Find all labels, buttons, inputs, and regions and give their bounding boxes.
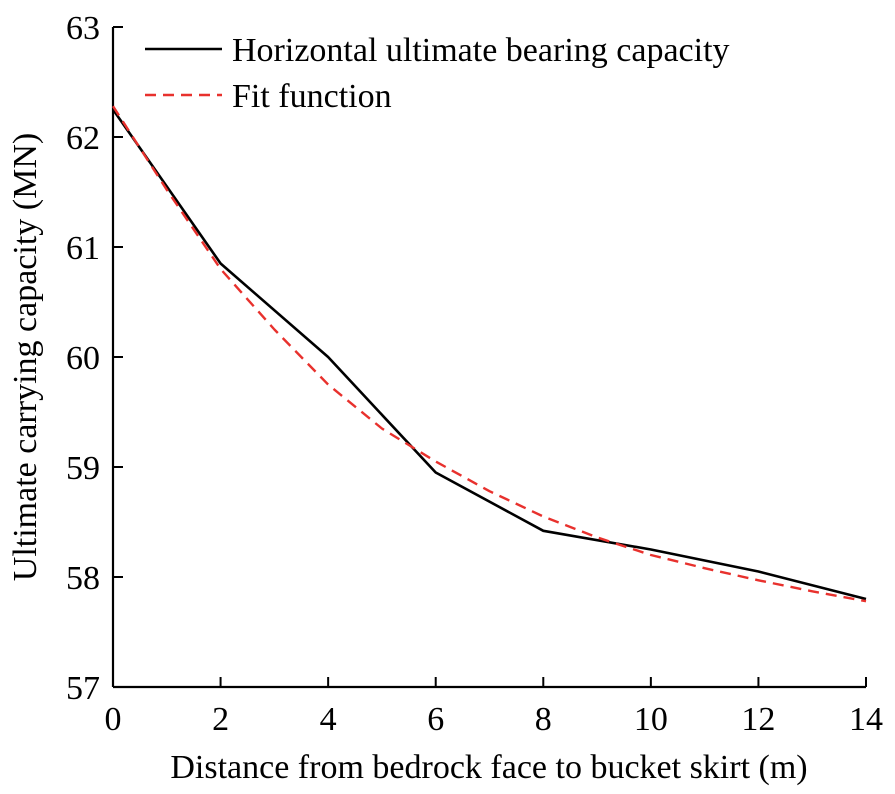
x-tick-label: 8 bbox=[535, 701, 552, 738]
y-axis-label: Ultimate carrying capacity (MN) bbox=[7, 133, 44, 581]
series-line-fit-function bbox=[111, 105, 867, 603]
y-tick-label: 60 bbox=[66, 340, 100, 377]
x-tick-label: 4 bbox=[320, 701, 337, 738]
series-group bbox=[111, 105, 867, 603]
x-tick-label: 2 bbox=[212, 701, 229, 738]
x-axis-label: Distance from bedrock face to bucket ski… bbox=[170, 749, 807, 786]
y-tick-label: 59 bbox=[66, 450, 100, 487]
legend: Horizontal ultimate bearing capacity Fit … bbox=[145, 32, 730, 115]
legend-label: Fit function bbox=[232, 78, 392, 115]
x-tick-label: 6 bbox=[427, 701, 444, 738]
x-tick-label: 0 bbox=[105, 701, 122, 738]
y-tick-label: 62 bbox=[66, 120, 100, 157]
ticks: 0 2 4 6 8 10 12 14 57 58 59 60 61 62 63 bbox=[66, 10, 883, 738]
y-tick-label: 61 bbox=[66, 230, 100, 267]
x-tick-label: 12 bbox=[741, 701, 775, 738]
x-tick-label: 10 bbox=[634, 701, 668, 738]
y-tick-label: 58 bbox=[66, 560, 100, 597]
y-tick-label: 63 bbox=[66, 10, 100, 47]
y-tick-label: 57 bbox=[66, 670, 100, 707]
axes bbox=[111, 27, 866, 689]
legend-label: Horizontal ultimate bearing capacity bbox=[232, 32, 730, 69]
series-line-horizontal-capacity bbox=[111, 108, 867, 601]
x-tick-label: 14 bbox=[849, 701, 883, 738]
